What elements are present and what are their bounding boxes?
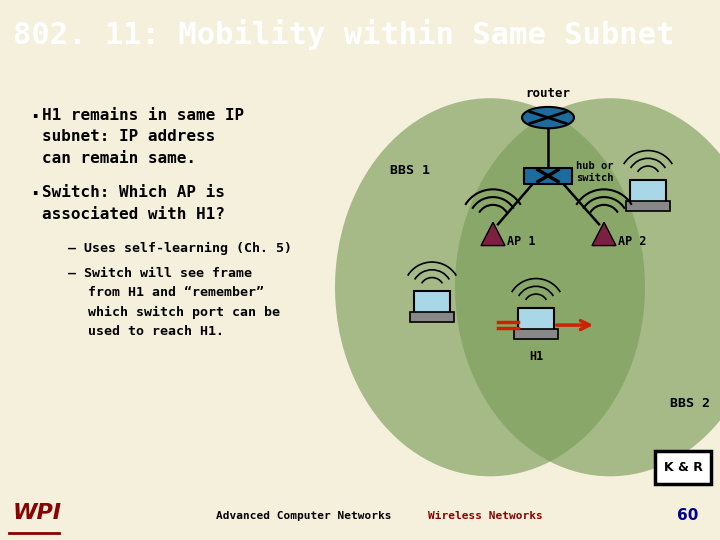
Bar <box>514 329 558 339</box>
Text: Advanced Computer Networks: Advanced Computer Networks <box>216 511 392 521</box>
Ellipse shape <box>522 107 574 129</box>
Ellipse shape <box>455 98 720 476</box>
Text: which switch port can be: which switch port can be <box>88 306 280 319</box>
Text: BBS 2: BBS 2 <box>670 397 710 410</box>
Bar <box>414 291 450 314</box>
Text: hub or
switch: hub or switch <box>576 161 613 183</box>
Text: AP 2: AP 2 <box>618 235 647 248</box>
Text: from H1 and “remember”: from H1 and “remember” <box>88 286 264 299</box>
Text: 60: 60 <box>677 508 698 523</box>
Text: used to reach H1.: used to reach H1. <box>88 325 224 338</box>
Bar <box>655 451 711 484</box>
Text: H1 remains in same IP: H1 remains in same IP <box>42 108 244 123</box>
Ellipse shape <box>335 98 645 476</box>
Bar <box>626 201 670 211</box>
Bar <box>518 308 554 331</box>
Text: K & R: K & R <box>664 461 703 474</box>
Text: router: router <box>526 87 570 100</box>
Text: BBS 1: BBS 1 <box>390 164 430 178</box>
Text: associated with H1?: associated with H1? <box>42 207 225 222</box>
Text: 802. 11: Mobility within Same Subnet: 802. 11: Mobility within Same Subnet <box>13 19 675 50</box>
Text: subnet: IP address: subnet: IP address <box>42 129 215 144</box>
Text: ·: · <box>28 185 41 205</box>
Polygon shape <box>592 222 616 246</box>
Text: AP 1: AP 1 <box>507 235 536 248</box>
Text: – Switch will see frame: – Switch will see frame <box>68 267 252 280</box>
Polygon shape <box>481 222 505 246</box>
Text: – Uses self-learning (Ch. 5): – Uses self-learning (Ch. 5) <box>68 242 292 255</box>
Text: H1: H1 <box>529 350 543 363</box>
Text: ·: · <box>28 108 41 128</box>
Bar <box>410 313 454 322</box>
Bar <box>630 180 666 203</box>
Text: WPI: WPI <box>13 503 62 523</box>
Text: Wireless Networks: Wireless Networks <box>428 511 543 521</box>
Text: can remain same.: can remain same. <box>42 151 196 166</box>
Text: Switch: Which AP is: Switch: Which AP is <box>42 185 225 200</box>
Bar <box>524 168 572 184</box>
